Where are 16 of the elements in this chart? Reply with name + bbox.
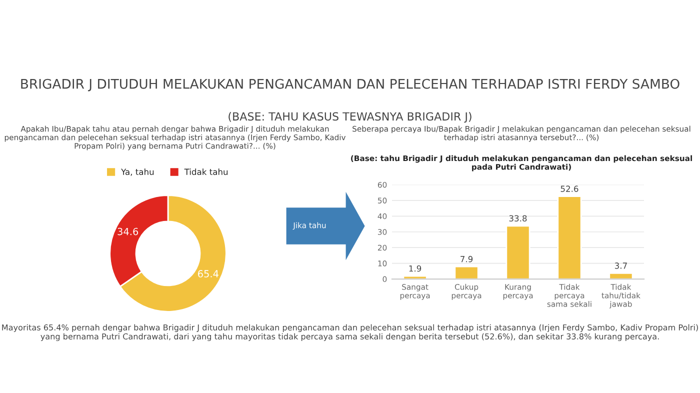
data-label: 52.6 <box>560 186 578 192</box>
data-label: 34.6 <box>118 228 138 236</box>
bar <box>557 196 582 280</box>
data-label: 1.9 <box>409 265 422 272</box>
bar <box>454 266 479 280</box>
bar <box>506 225 530 280</box>
data-label: 65.4 <box>198 270 218 278</box>
data-label: 3.7 <box>614 262 627 269</box>
legend-label: Ya, tahu <box>121 168 154 176</box>
data-label: 7.9 <box>460 256 473 262</box>
legend-label: Tidak tahu <box>184 168 228 175</box>
text: BRIGADIR J DITUDUH MELAKUKAN PENGANCAMAN DAN PELECEHAN TERHADAP ISTRI FERDY SAMBO <box>21 78 680 92</box>
data-label: 33.8 <box>509 215 527 222</box>
text: (BASE: TAHU KASUS TEWASNYA BRIGADIR J) <box>228 112 472 123</box>
bar <box>608 272 634 280</box>
text: Mayoritas 65.4% pernah dengar bahwa Brigadir J dituduh melakukan pengancaman dan pelecehan seksual terhadap istri atasannya (Irjen Ferdy Sambo, Kadiv Propam Polri) yang bernama Putri Candrawati, dari yang tahu mayoritas tidak percaya sama sekali dengan berita tersebut (52.6%), dan sekitar 33.8% kurang percaya. <box>2 324 698 342</box>
